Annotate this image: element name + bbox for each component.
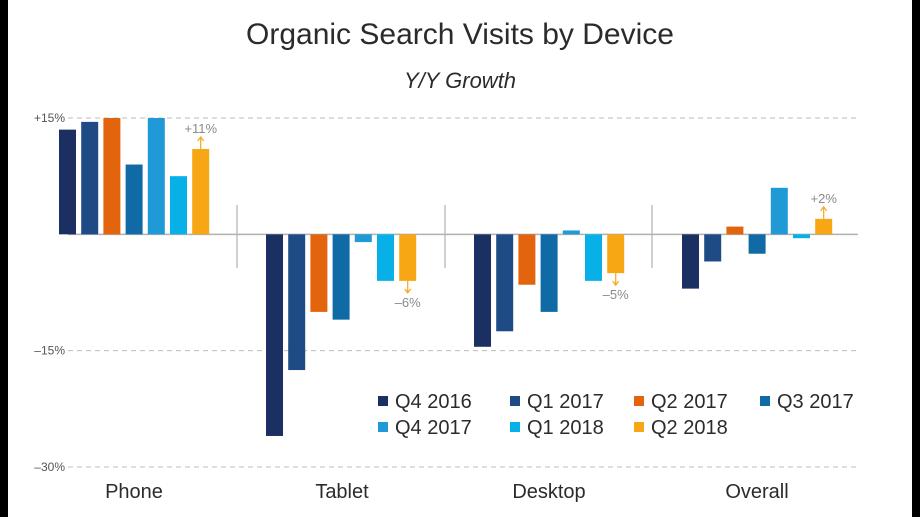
- legend-swatch: [760, 396, 770, 406]
- bar: [704, 234, 722, 262]
- bar: [562, 230, 580, 235]
- bar: [59, 129, 76, 235]
- bar: [815, 218, 833, 235]
- bar: [310, 234, 328, 312]
- y-tick-label: +15%: [34, 111, 65, 125]
- legend-label: Q3 2017: [777, 391, 854, 413]
- bar: [682, 234, 699, 289]
- bar: [170, 176, 187, 235]
- bar: [266, 234, 283, 436]
- legend-label: Q1 2018: [527, 417, 604, 439]
- bar: [607, 234, 625, 274]
- bar: [125, 164, 143, 235]
- annotation-label: –6%: [395, 295, 421, 310]
- bar: [793, 234, 810, 239]
- bar: [354, 234, 372, 243]
- bar: [288, 234, 306, 371]
- annotation-arrowhead: [820, 205, 828, 212]
- bar: [726, 226, 744, 235]
- bar: [147, 118, 165, 235]
- category-label: Desktop: [512, 481, 585, 503]
- legend-label: Q4 2017: [395, 417, 472, 439]
- legend-label: Q2 2018: [651, 417, 728, 439]
- y-tick-label: –15%: [34, 344, 65, 358]
- annotation-label: –5%: [603, 287, 629, 302]
- bar: [585, 234, 602, 281]
- legend-swatch: [634, 422, 644, 432]
- bar: [81, 121, 99, 235]
- bar: [540, 234, 558, 312]
- bar: [474, 234, 491, 347]
- annotation-arrowhead: [612, 280, 620, 287]
- annotation-label: +11%: [184, 121, 217, 136]
- bar: [496, 234, 514, 332]
- bar: [377, 234, 394, 281]
- legend-swatch: [378, 422, 388, 432]
- category-label: Overall: [725, 481, 788, 503]
- category-label: Tablet: [315, 481, 369, 503]
- bar: [770, 187, 788, 235]
- bar: [103, 118, 121, 235]
- legend-label: Q1 2017: [527, 391, 604, 413]
- bar: [332, 234, 350, 320]
- legend-swatch: [510, 422, 520, 432]
- annotation-arrowhead: [197, 136, 205, 142]
- legend-swatch: [634, 396, 644, 406]
- legend-label: Q2 2017: [651, 391, 728, 413]
- y-tick-label: –30%: [34, 460, 65, 474]
- bar-chart: +15% –15% –30% Phone Tablet Desktop Overall +11…: [34, 111, 858, 503]
- bar: [192, 149, 210, 235]
- chart-panel: Organic Search Visits by Device Y/Y Grow…: [8, 0, 912, 517]
- bar: [748, 234, 766, 254]
- annotation-arrowhead: [404, 288, 412, 294]
- annotation-label: +2%: [811, 191, 838, 206]
- category-label: Phone: [105, 481, 163, 503]
- bar: [518, 234, 536, 285]
- legend-label: Q4 2016: [395, 391, 472, 413]
- legend-swatch: [510, 396, 520, 406]
- bar: [399, 234, 417, 281]
- chart-subtitle: Y/Y Growth: [403, 68, 517, 93]
- chart-title: Organic Search Visits by Device: [246, 18, 674, 51]
- legend-swatch: [378, 396, 388, 406]
